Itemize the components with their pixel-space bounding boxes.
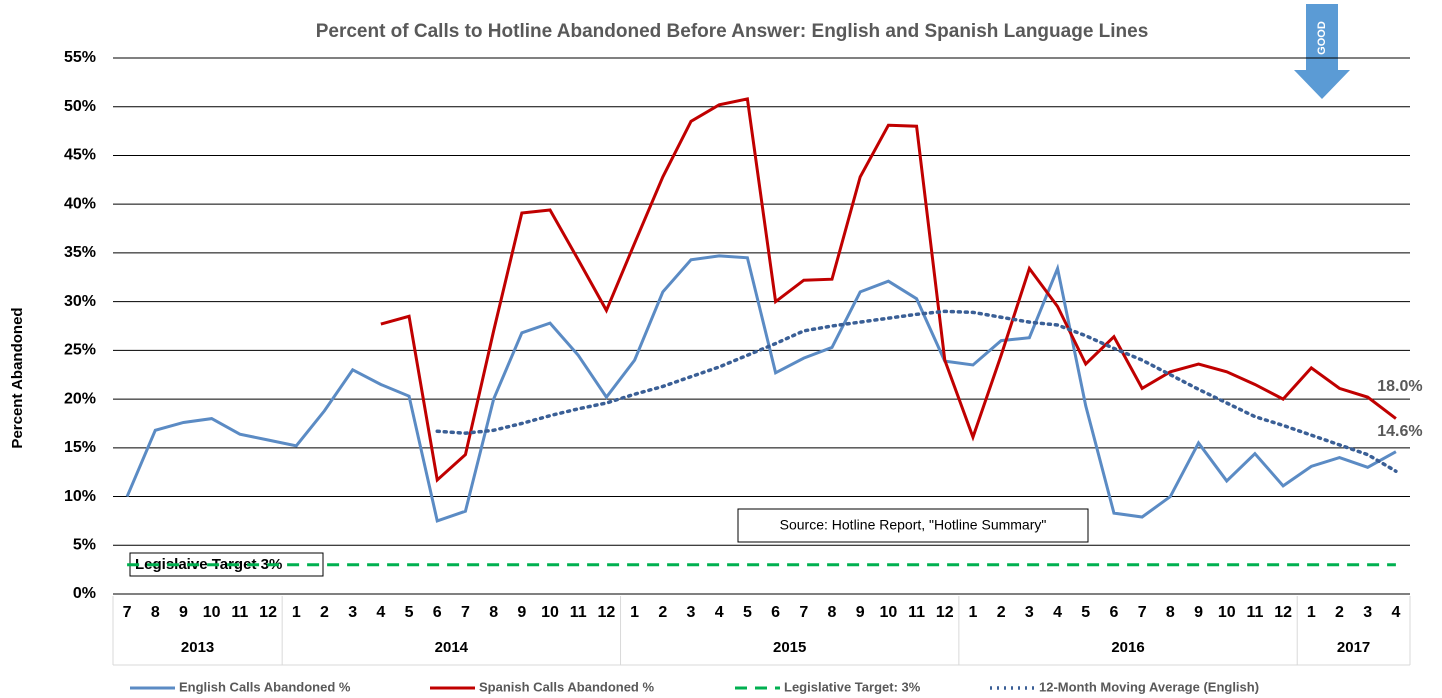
x-tick-label: 2 xyxy=(658,604,667,621)
x-tick-label: 11 xyxy=(231,604,248,621)
x-tick-label: 3 xyxy=(348,604,357,621)
x-tick-label: 9 xyxy=(856,604,865,621)
y-tick-label: 55% xyxy=(64,49,96,66)
y-tick-label: 0% xyxy=(73,585,96,602)
x-tick-label: 1 xyxy=(1307,604,1316,621)
x-tick-label: 3 xyxy=(687,604,696,621)
x-tick-label: 8 xyxy=(489,604,498,621)
x-tick-label: 10 xyxy=(541,604,559,621)
x-tick-label: 5 xyxy=(405,604,414,621)
x-tick-label: 6 xyxy=(1109,604,1118,621)
x-tick-label: 4 xyxy=(1053,604,1062,621)
x-tick-label: 2 xyxy=(997,604,1006,621)
group-label: 2014 xyxy=(435,639,469,656)
x-tick-label: 6 xyxy=(771,604,780,621)
y-tick-label: 5% xyxy=(73,536,96,553)
x-tick-label: 11 xyxy=(570,604,587,621)
x-tick-label: 8 xyxy=(151,604,160,621)
x-tick-label: 9 xyxy=(517,604,526,621)
x-tick-label: 9 xyxy=(179,604,188,621)
x-tick-label: 4 xyxy=(715,604,724,621)
x-tick-label: 10 xyxy=(1218,604,1236,621)
x-tick-label: 7 xyxy=(1138,604,1147,621)
x-tick-label: 7 xyxy=(123,604,132,621)
y-tick-label: 25% xyxy=(64,342,96,359)
group-label: 2015 xyxy=(773,639,806,656)
x-tick-label: 7 xyxy=(799,604,808,621)
legend-label: Spanish Calls Abandoned % xyxy=(479,679,654,694)
x-tick-label: 12 xyxy=(1274,604,1292,621)
y-tick-label: 35% xyxy=(64,244,96,261)
x-tick-label: 10 xyxy=(879,604,897,621)
x-tick-label: 3 xyxy=(1025,604,1034,621)
x-tick-label: 1 xyxy=(630,604,639,621)
y-tick-label: 15% xyxy=(64,439,96,456)
series-line xyxy=(435,309,1398,473)
source-annotation: Source: Hotline Report, "Hotline Summary… xyxy=(780,517,1047,533)
x-tick-label: 8 xyxy=(1166,604,1175,621)
series-line xyxy=(125,254,1397,523)
legend-label: English Calls Abandoned % xyxy=(179,679,351,694)
x-tick-label: 10 xyxy=(203,604,221,621)
x-tick-label: 12 xyxy=(936,604,954,621)
chart-title: Percent of Calls to Hotline Abandoned Be… xyxy=(316,21,1149,42)
group-label: 2013 xyxy=(181,639,214,656)
good-label: GOOD xyxy=(1316,21,1328,55)
group-label: 2017 xyxy=(1337,639,1370,656)
legend-label: 12-Month Moving Average (English) xyxy=(1039,679,1259,694)
x-tick-label: 4 xyxy=(1391,604,1400,621)
good-arrow: GOOD xyxy=(1294,4,1350,99)
x-tick-label: 11 xyxy=(908,604,925,621)
y-tick-label: 50% xyxy=(64,98,96,115)
y-axis-label: Percent Abandoned xyxy=(9,307,26,448)
x-tick-label: 1 xyxy=(969,604,978,621)
legend-label: Legislative Target: 3% xyxy=(784,679,921,694)
y-tick-label: 30% xyxy=(64,293,96,310)
x-tick-label: 12 xyxy=(259,604,277,621)
x-tick-label: 7 xyxy=(461,604,470,621)
x-tick-label: 12 xyxy=(598,604,616,621)
x-tick-label: 4 xyxy=(376,604,385,621)
x-tick-label: 11 xyxy=(1246,604,1263,621)
x-tick-label: 3 xyxy=(1363,604,1372,621)
x-tick-label: 8 xyxy=(828,604,837,621)
group-label: 2016 xyxy=(1111,639,1144,656)
x-tick-label: 5 xyxy=(743,604,752,621)
series-line xyxy=(380,97,1397,483)
x-tick-label: 5 xyxy=(1081,604,1090,621)
source-box xyxy=(737,508,1089,543)
y-tick-label: 10% xyxy=(64,488,96,505)
data-label: 14.6% xyxy=(1377,423,1422,440)
data-label: 18.0% xyxy=(1377,378,1422,395)
y-tick-label: 40% xyxy=(64,195,96,212)
x-tick-label: 2 xyxy=(1335,604,1344,621)
x-tick-label: 6 xyxy=(433,604,442,621)
arrow-shape xyxy=(1294,4,1350,99)
x-tick-label: 9 xyxy=(1194,604,1203,621)
x-tick-label: 1 xyxy=(292,604,301,621)
y-tick-label: 20% xyxy=(64,390,96,407)
y-tick-label: 45% xyxy=(64,147,96,164)
x-tick-label: 2 xyxy=(320,604,329,621)
